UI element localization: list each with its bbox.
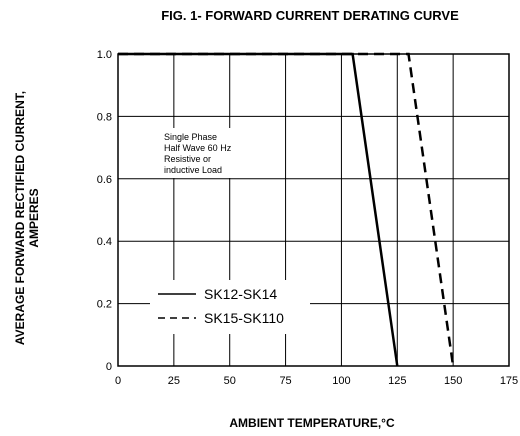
- x-tick-label: 75: [279, 375, 291, 387]
- x-tick-label: 100: [332, 375, 350, 387]
- annotation-box: [160, 128, 258, 178]
- y-tick-label: 0.2: [97, 299, 112, 311]
- y-axis-label-line2: AMPERES: [27, 188, 41, 247]
- y-axis-label: AVERAGE FORWARD RECTIFIED CURRENT, AMPER…: [13, 91, 41, 345]
- x-tick-label: 125: [388, 375, 406, 387]
- series-line: [118, 52, 455, 367]
- x-tick-label: 175: [500, 375, 518, 387]
- y-tick-label: 1.0: [97, 49, 112, 61]
- legend-label: SK12-SK14: [204, 286, 277, 302]
- y-tick-label: 0.6: [97, 174, 112, 186]
- annotation-line: inductive Load: [164, 165, 222, 175]
- x-tick-label: 25: [168, 375, 180, 387]
- annotation-line: Resistive or: [164, 154, 211, 164]
- series-layer: [118, 52, 455, 367]
- x-tick-label: 50: [224, 375, 236, 387]
- x-axis-label: AMBIENT TEMPERATURE,°C: [229, 416, 395, 430]
- legend-box: [150, 280, 310, 334]
- x-tick-label: 150: [444, 375, 462, 387]
- y-tick-label: 0.4: [97, 236, 112, 248]
- legend-label: SK15-SK110: [204, 310, 284, 326]
- y-tick-label: 0.8: [97, 111, 112, 123]
- tick-labels: 0 25 50 75 100 125 150 175 0 0.2 0.4 0.6 0.8 1.0: [97, 49, 518, 387]
- legend: SK12-SK14 SK15-SK110: [158, 286, 284, 326]
- annotation-line: Single Phase: [164, 132, 217, 142]
- y-axis-label-line1: AVERAGE FORWARD RECTIFIED CURRENT,: [13, 91, 27, 345]
- series-line: [118, 52, 399, 367]
- x-tick-label: 0: [115, 375, 121, 387]
- y-tick-label: 0: [106, 361, 112, 373]
- annotation-line: Half Wave 60 Hz: [164, 143, 232, 153]
- chart-title: FIG. 1- FORWARD CURRENT DERATING CURVE: [161, 8, 459, 23]
